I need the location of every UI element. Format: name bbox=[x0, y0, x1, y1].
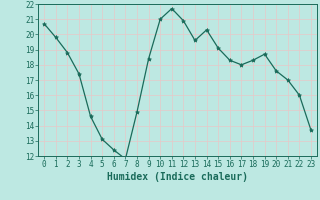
X-axis label: Humidex (Indice chaleur): Humidex (Indice chaleur) bbox=[107, 172, 248, 182]
